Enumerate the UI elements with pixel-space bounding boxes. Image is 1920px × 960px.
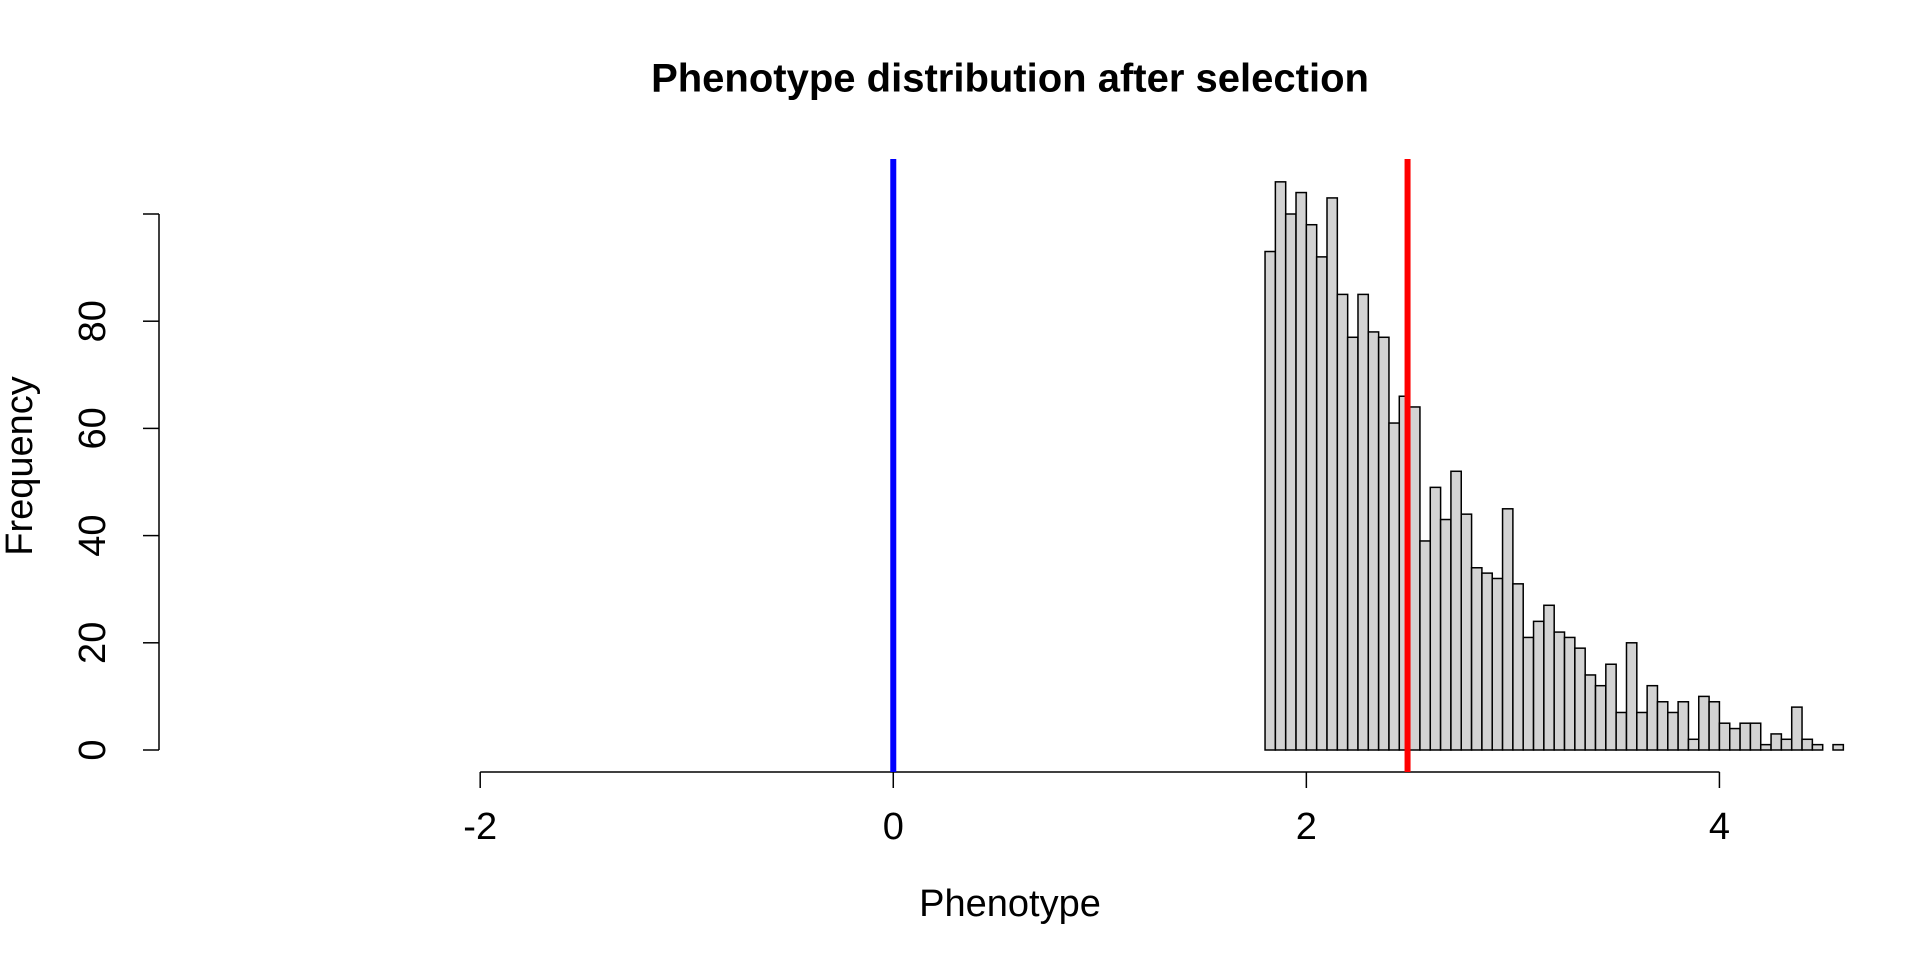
y-tick-label: 0 (72, 739, 114, 760)
bar (1667, 711, 1679, 751)
bar (1811, 743, 1824, 751)
y-axis-label: Frequency (0, 376, 41, 556)
bar (1729, 727, 1741, 751)
x-axis-label: Phenotype (919, 883, 1101, 925)
bar (1429, 486, 1442, 751)
y-tick-label: 20 (72, 622, 114, 664)
bar (1470, 567, 1483, 751)
bar (1326, 197, 1339, 751)
bar (1780, 738, 1793, 751)
bar (1625, 642, 1638, 751)
bar (1501, 508, 1514, 751)
bar (1594, 684, 1607, 751)
bar (1687, 738, 1700, 751)
bar (1563, 636, 1576, 751)
bar (1388, 422, 1401, 751)
bar (1646, 684, 1659, 751)
bar (1305, 223, 1318, 751)
bar (1346, 336, 1359, 751)
bar (1605, 663, 1617, 751)
bar (1439, 518, 1452, 751)
bar (1367, 331, 1380, 751)
y-tick-label: 80 (72, 300, 114, 342)
bar (1460, 513, 1473, 751)
bar (1522, 636, 1535, 751)
bar (1284, 213, 1297, 751)
bar (1408, 406, 1421, 751)
bar (1790, 706, 1803, 751)
bar (1749, 722, 1762, 751)
bar (1615, 711, 1628, 751)
bar (1450, 470, 1463, 751)
bar (1336, 293, 1349, 751)
x-tick-label: 2 (1296, 806, 1317, 848)
bar (1677, 701, 1690, 751)
bar (1264, 250, 1277, 751)
y-tick-label: 40 (72, 514, 114, 556)
y-tick-label: 60 (72, 407, 114, 449)
bar (1377, 336, 1390, 751)
x-tick-label: 0 (883, 806, 904, 848)
bar (1656, 701, 1669, 751)
x-tick-label: 4 (1709, 806, 1730, 848)
bar (1739, 722, 1752, 751)
bar (1512, 583, 1524, 751)
bar (1698, 695, 1710, 751)
bar (1491, 577, 1504, 751)
bar (1574, 647, 1586, 751)
bar (1274, 181, 1287, 751)
bar (1759, 743, 1772, 751)
bar (1584, 674, 1597, 751)
bar (1718, 722, 1731, 751)
bar (1481, 572, 1493, 751)
bar (1295, 191, 1308, 751)
bar (1832, 743, 1845, 751)
bar (1357, 293, 1370, 751)
bar (1315, 256, 1328, 751)
bar (1636, 711, 1648, 751)
bar (1419, 540, 1432, 751)
bar (1801, 738, 1814, 751)
bar (1543, 604, 1555, 751)
bar (1708, 701, 1721, 751)
bar (1770, 733, 1783, 751)
bar (1532, 620, 1545, 751)
x-tick-label: -2 (463, 806, 497, 848)
chart-title: Phenotype distribution after selection (651, 57, 1369, 101)
bar (1553, 631, 1566, 751)
